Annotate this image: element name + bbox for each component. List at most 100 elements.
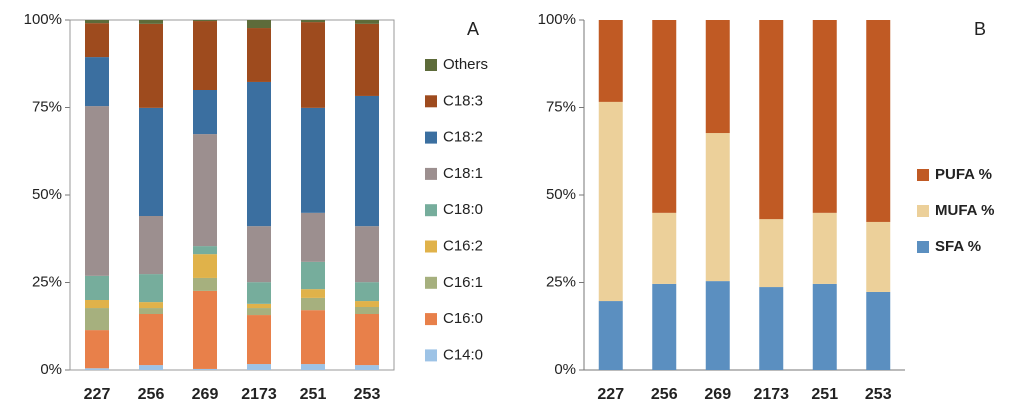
legend-label: C18:0 (443, 201, 483, 218)
y-tick-label: 50% (32, 186, 62, 203)
legend-swatch (425, 167, 437, 180)
bar-segment (247, 315, 271, 365)
x-tick-label: 269 (192, 386, 219, 403)
bar-segment (355, 314, 379, 366)
bar-segment (866, 221, 891, 292)
bar-segment (139, 216, 163, 275)
bar-segment (193, 246, 217, 255)
x-tick-label: 256 (138, 386, 165, 403)
bar-segment (812, 212, 837, 284)
x-tick-label: 227 (84, 386, 111, 403)
bar-segment (85, 275, 109, 300)
bar-segment (301, 297, 325, 311)
legend-swatch (425, 59, 437, 71)
panel-label: A (467, 19, 479, 39)
bar-segment (247, 308, 271, 316)
bar-segment (85, 308, 109, 331)
bar-segment (193, 368, 217, 370)
x-tick-label: 269 (704, 386, 731, 403)
bar-segment (247, 20, 271, 29)
y-tick-label: 75% (32, 98, 62, 115)
bar-segment (193, 90, 217, 135)
bar-segment (355, 20, 379, 24)
bar-segment (301, 364, 325, 370)
bar-segment (139, 23, 163, 108)
x-tick-label: 2173 (241, 386, 277, 403)
bar-segment (139, 365, 163, 370)
legend-swatch (917, 241, 929, 253)
bar-segment (705, 20, 730, 134)
bar-segment (301, 310, 325, 365)
bar-segment (247, 303, 271, 309)
x-tick-label: 251 (811, 386, 838, 403)
y-tick-label: 100% (24, 11, 62, 28)
bar-segment (85, 20, 109, 24)
bar-segment (355, 301, 379, 307)
y-tick-label: 25% (546, 273, 576, 290)
plot-frame (69, 19, 395, 371)
bar-segment (652, 20, 677, 213)
legend-label: MUFA % (935, 202, 994, 219)
bar-segment (301, 289, 325, 298)
bar-segment (355, 365, 379, 370)
panel-label: B (974, 19, 986, 39)
bar-segment (85, 106, 109, 276)
x-tick-label: 253 (354, 386, 381, 403)
bar-segment (193, 134, 217, 247)
bar-segment (355, 95, 379, 227)
bar-segment (139, 308, 163, 314)
bar-segment (355, 307, 379, 314)
bar-segment (85, 57, 109, 107)
x-tick-label: 251 (300, 386, 327, 403)
x-tick-label: 227 (597, 386, 624, 403)
y-tick-label: 100% (538, 11, 576, 28)
legend-label: SFA % (935, 238, 981, 255)
bar-segment (139, 107, 163, 216)
y-tick-label: 0% (554, 361, 576, 378)
bar-segment (759, 219, 784, 288)
bar-segment (301, 107, 325, 213)
bar-segment (193, 290, 217, 369)
legend-label: C14:0 (443, 346, 483, 363)
legend-label: C18:2 (443, 129, 483, 146)
bar-segment (139, 302, 163, 309)
y-tick-label: 50% (546, 186, 576, 203)
y-tick-label: 75% (546, 98, 576, 115)
y-tick-label: 0% (40, 361, 62, 378)
bar-segment (247, 282, 271, 304)
bar-segment (812, 20, 837, 213)
legend-swatch (425, 349, 437, 362)
legend-label: C16:2 (443, 237, 483, 254)
bar-segment (705, 281, 730, 370)
y-tick-label: 25% (32, 273, 62, 290)
bar-segment (85, 300, 109, 309)
x-tick-label: 2173 (753, 386, 789, 403)
bar-segment (355, 282, 379, 302)
bar-segment (705, 133, 730, 282)
bar-segment (866, 291, 891, 370)
bar-segment (866, 20, 891, 222)
bar-segment (301, 212, 325, 262)
bar-segment (301, 261, 325, 290)
bar-segment (193, 21, 217, 90)
bar-segment (247, 226, 271, 283)
bar-segment (247, 28, 271, 82)
bar-segment (193, 20, 217, 22)
bar-segment (355, 226, 379, 283)
legend-label: C18:1 (443, 165, 483, 182)
legend-swatch (425, 276, 437, 289)
legend-label: PUFA % (935, 166, 992, 183)
legend-label: C16:0 (443, 310, 483, 327)
bar-segment (652, 212, 677, 284)
bar-segment (598, 101, 623, 302)
bar-segment (247, 364, 271, 370)
bar-segment (759, 20, 784, 220)
bar-segment (598, 20, 623, 102)
bar-segment (193, 254, 217, 278)
bar-segment (759, 287, 784, 370)
bar-segment (652, 283, 677, 370)
bar-segment (598, 301, 623, 370)
bar-segment (301, 20, 325, 23)
legend-label: C18:3 (443, 92, 483, 109)
bar-segment (85, 368, 109, 370)
